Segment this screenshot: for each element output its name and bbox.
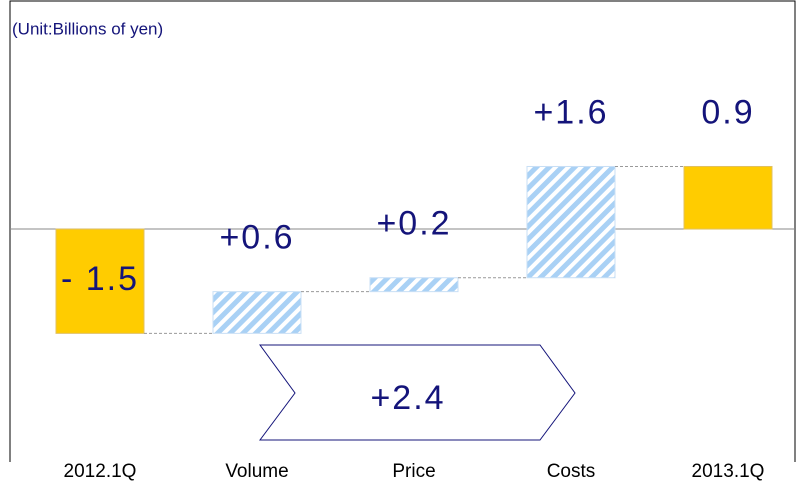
- value-label: +1.6: [533, 93, 608, 131]
- annotation: +2.4: [370, 379, 445, 417]
- value-label: +0.2: [376, 205, 451, 243]
- x-tick-label: 2013.1Q: [692, 461, 765, 482]
- bar: [55, 228, 145, 334]
- value-label: - 1.5: [61, 260, 139, 298]
- plot-frame: [9, 0, 796, 462]
- chart-title: (Unit:Billions of yen): [12, 19, 163, 38]
- bar: [369, 277, 459, 293]
- bar: [683, 165, 773, 230]
- x-tick-label: 2012.1Q: [64, 461, 137, 482]
- value-label: +0.6: [219, 219, 294, 257]
- bar: [212, 291, 302, 334]
- value-label: 0.9: [701, 93, 754, 131]
- x-tick-label: Costs: [547, 461, 596, 482]
- bar: [526, 165, 616, 279]
- x-tick-label: Price: [392, 461, 435, 482]
- annotation-arrow: [259, 344, 576, 441]
- x-tick-label: Volume: [225, 461, 288, 482]
